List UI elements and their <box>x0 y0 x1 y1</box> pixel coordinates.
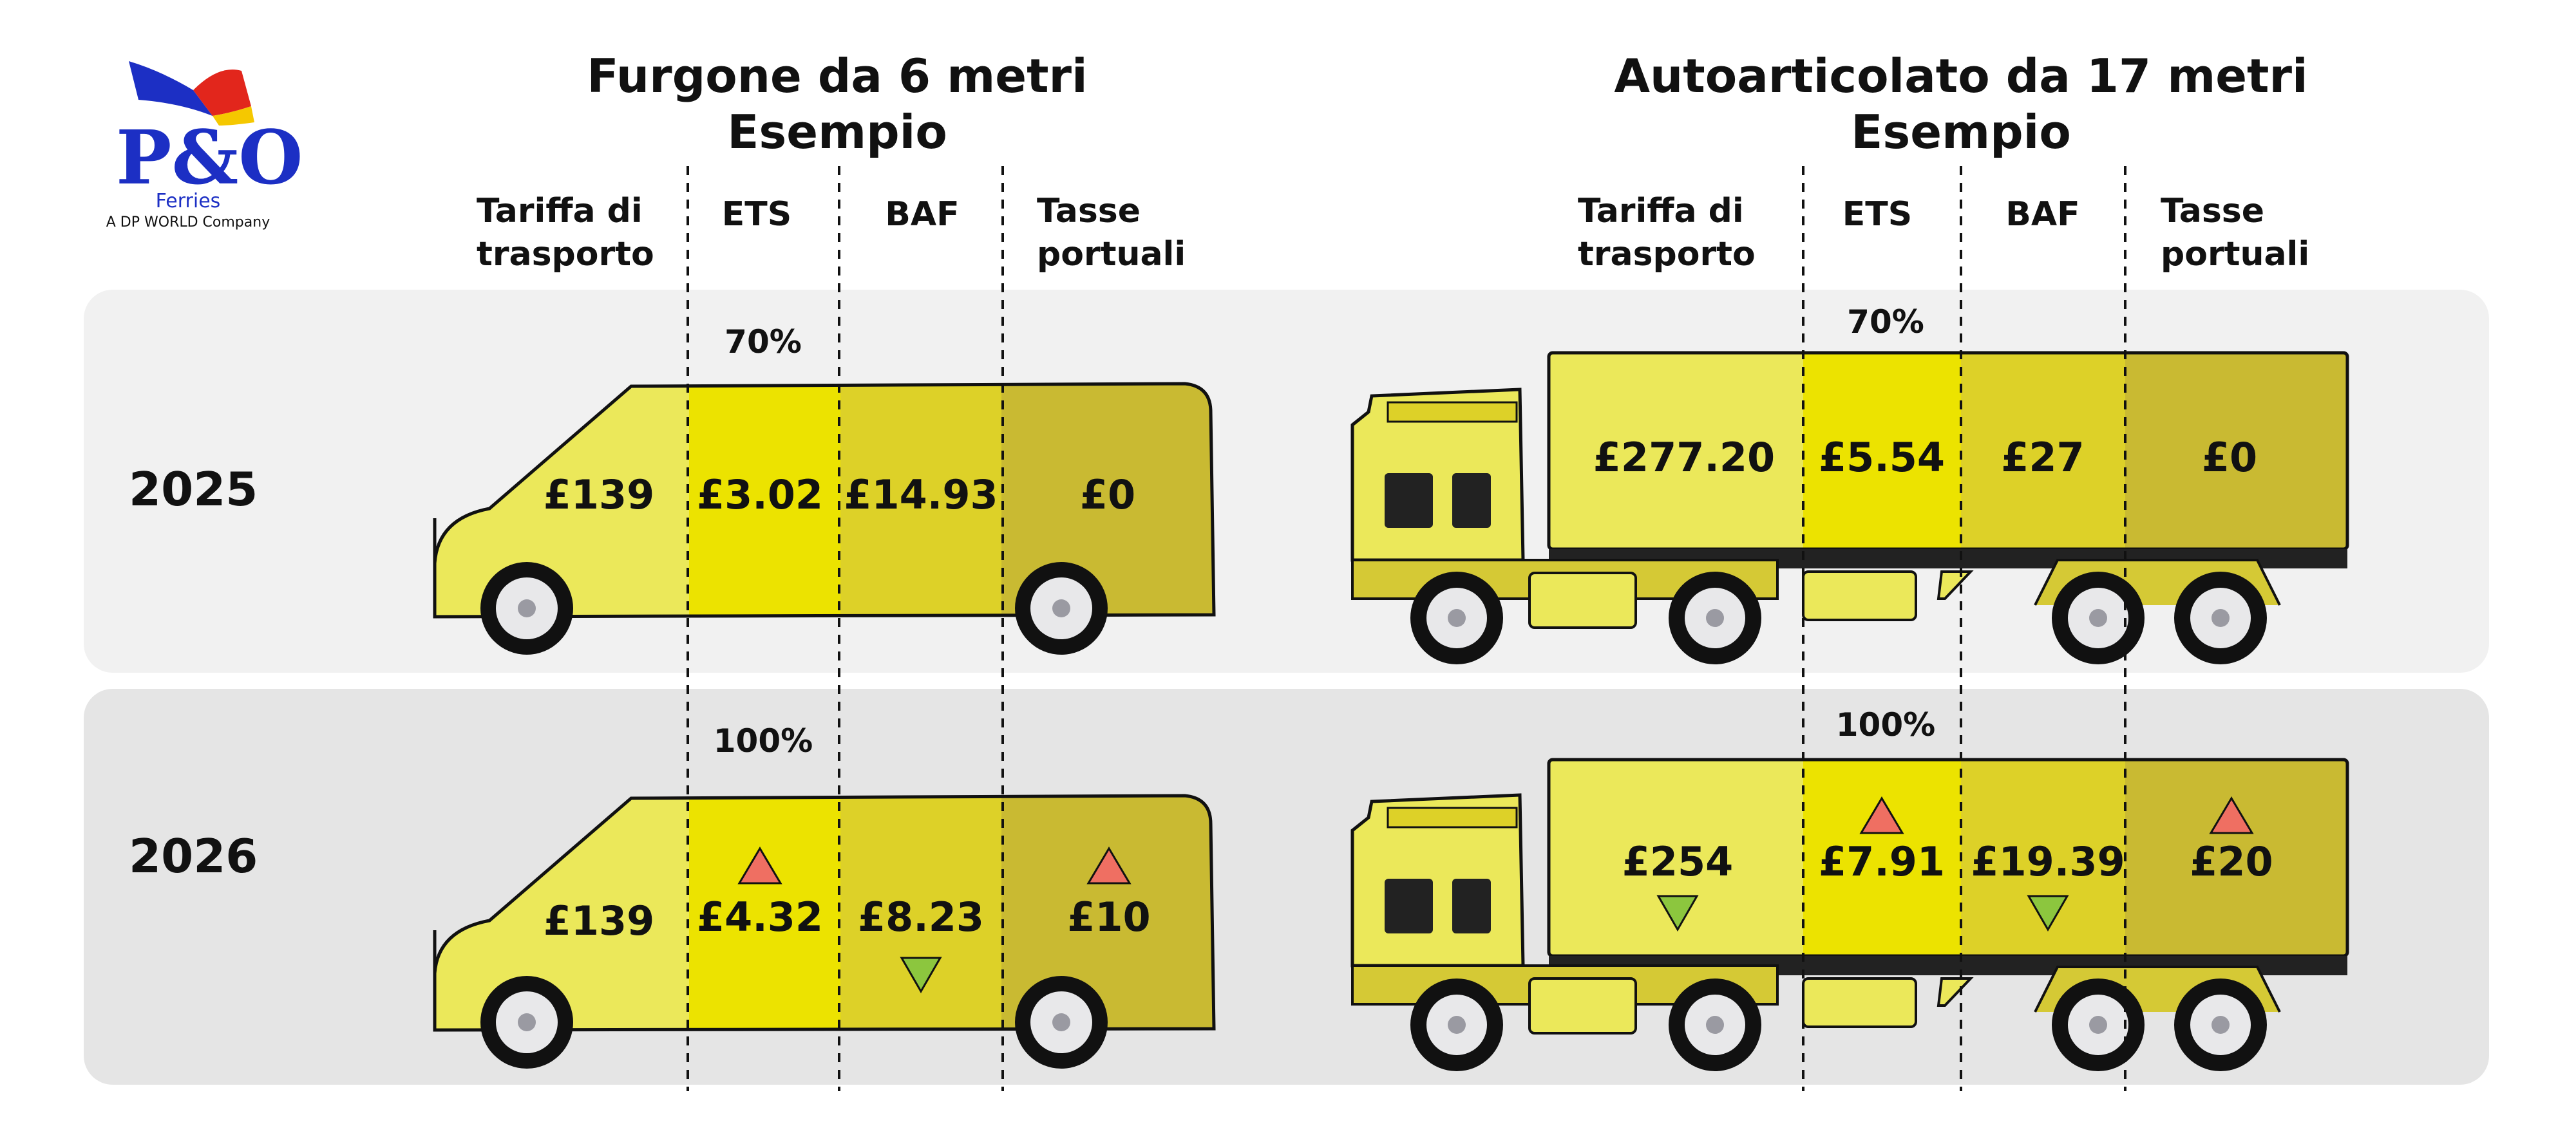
wheel <box>1015 976 1108 1069</box>
wheel <box>1669 979 1761 1071</box>
fuel-tank <box>1528 572 1637 629</box>
van-outline <box>433 794 1216 1032</box>
truck-col-port-line2: portuali <box>2161 235 2309 274</box>
van-price-port: £0 <box>1080 471 1135 518</box>
truck-col-baf: BAF <box>2005 195 2079 234</box>
truck-price-ets: £5.54 <box>1819 434 1945 481</box>
truck-price-ets: £7.91 <box>1819 838 1945 885</box>
increase-arrow-icon <box>737 847 782 885</box>
cab-roof <box>1387 807 1518 829</box>
truck-col-ets: ETS <box>1842 195 1912 234</box>
truck-price-port: £20 <box>2190 838 2273 885</box>
van-ets-percent: 100% <box>714 722 813 760</box>
trailer-leg <box>1802 977 1917 1028</box>
wheel <box>1410 979 1503 1071</box>
wheel <box>2174 572 2267 664</box>
trailer-leg <box>1802 570 1917 621</box>
van-col-tariff-line1: Tariffa di <box>477 192 643 230</box>
cab-window <box>1452 473 1491 528</box>
truck-segment-baf <box>1961 760 2125 956</box>
year-label-2026: 2026 <box>129 829 258 883</box>
logo-flag-red <box>193 70 251 116</box>
truck-segment-tariff <box>1549 353 1803 549</box>
logo-subtitle: Ferries <box>156 190 221 212</box>
cab-window <box>1385 473 1433 528</box>
truck-segment-ets <box>1803 760 1961 956</box>
van-col-port-line2: portuali <box>1037 235 1186 274</box>
increase-arrow-icon <box>1086 847 1132 885</box>
wheel <box>480 562 573 655</box>
truck-price-port: £0 <box>2202 434 2257 481</box>
van-price-baf: £8.23 <box>858 894 984 941</box>
wheel <box>2052 572 2145 664</box>
truck-segment-port <box>2125 760 2347 956</box>
van-price-ets: £4.32 <box>697 894 823 941</box>
truck-price-baf: £19.39 <box>1971 838 2125 885</box>
truck-segment-ets <box>1803 353 1961 549</box>
logo-flag-yellow <box>213 106 254 126</box>
wheel <box>1015 562 1108 655</box>
wheel <box>480 976 573 1069</box>
truck-2026: 100% £254 £7.91 £19.39 £20 <box>1350 706 2349 1071</box>
van-title-line2: Esempio <box>727 105 947 159</box>
truck-col-port-line1: Tasse <box>2161 192 2264 230</box>
truck-segment-baf <box>1961 353 2125 549</box>
decrease-arrow-icon <box>900 957 942 994</box>
truck-price-tariff: £254 <box>1622 838 1734 885</box>
logo-flag-blue <box>129 61 213 116</box>
van-2025: 70% £139 £3.02 £14.93 £0 <box>433 323 1216 655</box>
van-col-baf: BAF <box>885 195 959 234</box>
van-price-port: £10 <box>1067 894 1150 941</box>
van-price-tariff: £139 <box>544 471 655 518</box>
truck-ets-percent: 100% <box>1836 706 1935 744</box>
van-outline <box>433 382 1216 619</box>
wheel <box>1669 572 1761 664</box>
van-ets-percent: 70% <box>724 323 802 360</box>
truck-title-line2: Esempio <box>1851 105 2071 159</box>
truck-segment-port <box>2125 353 2347 549</box>
truck-price-tariff: £277.20 <box>1593 434 1775 481</box>
truck-col-tariff-line1: Tariffa di <box>1578 192 1744 230</box>
van-price-tariff: £139 <box>544 897 655 944</box>
wheel <box>2174 979 2267 1071</box>
increase-arrow-icon <box>2209 796 2254 834</box>
wheel <box>1410 572 1503 664</box>
truck-ets-percent: 70% <box>1847 303 1924 341</box>
van-col-port-line1: Tasse <box>1037 192 1141 230</box>
decrease-arrow-icon <box>2027 895 2069 932</box>
cab-window <box>1452 879 1491 933</box>
van-price-ets: £3.02 <box>697 471 823 518</box>
year-label-2025: 2025 <box>129 462 258 516</box>
cab-window <box>1385 879 1433 933</box>
logo-tagline: A DP WORLD Company <box>106 214 270 230</box>
van-segment-ets <box>689 796 840 1030</box>
wheel <box>2052 979 2145 1071</box>
van-col-tariff-line2: trasporto <box>477 235 654 274</box>
truck-2025: 70% £277.20 £5.54 £27 £0 <box>1350 303 2349 664</box>
van-col-ets: ETS <box>722 195 791 234</box>
increase-arrow-icon <box>1859 796 1904 834</box>
truck-price-baf: £27 <box>2001 434 2084 481</box>
van-segment-baf <box>840 384 1001 617</box>
truck-col-tariff-line2: trasporto <box>1578 235 1756 274</box>
column-dividers <box>687 166 2126 1091</box>
van-price-baf: £14.93 <box>844 471 998 518</box>
van-title-line1: Furgone da 6 metri <box>587 49 1087 103</box>
cab-roof <box>1387 401 1518 423</box>
truck-title-line1: Autoarticolato da 17 metri <box>1614 49 2307 103</box>
van-segment-ets <box>689 384 840 617</box>
fuel-tank <box>1528 977 1637 1035</box>
logo-text: P&O <box>116 115 303 201</box>
decrease-arrow-icon <box>1656 895 1699 932</box>
po-ferries-logo: P&O Ferries A DP WORLD Company <box>106 61 303 230</box>
